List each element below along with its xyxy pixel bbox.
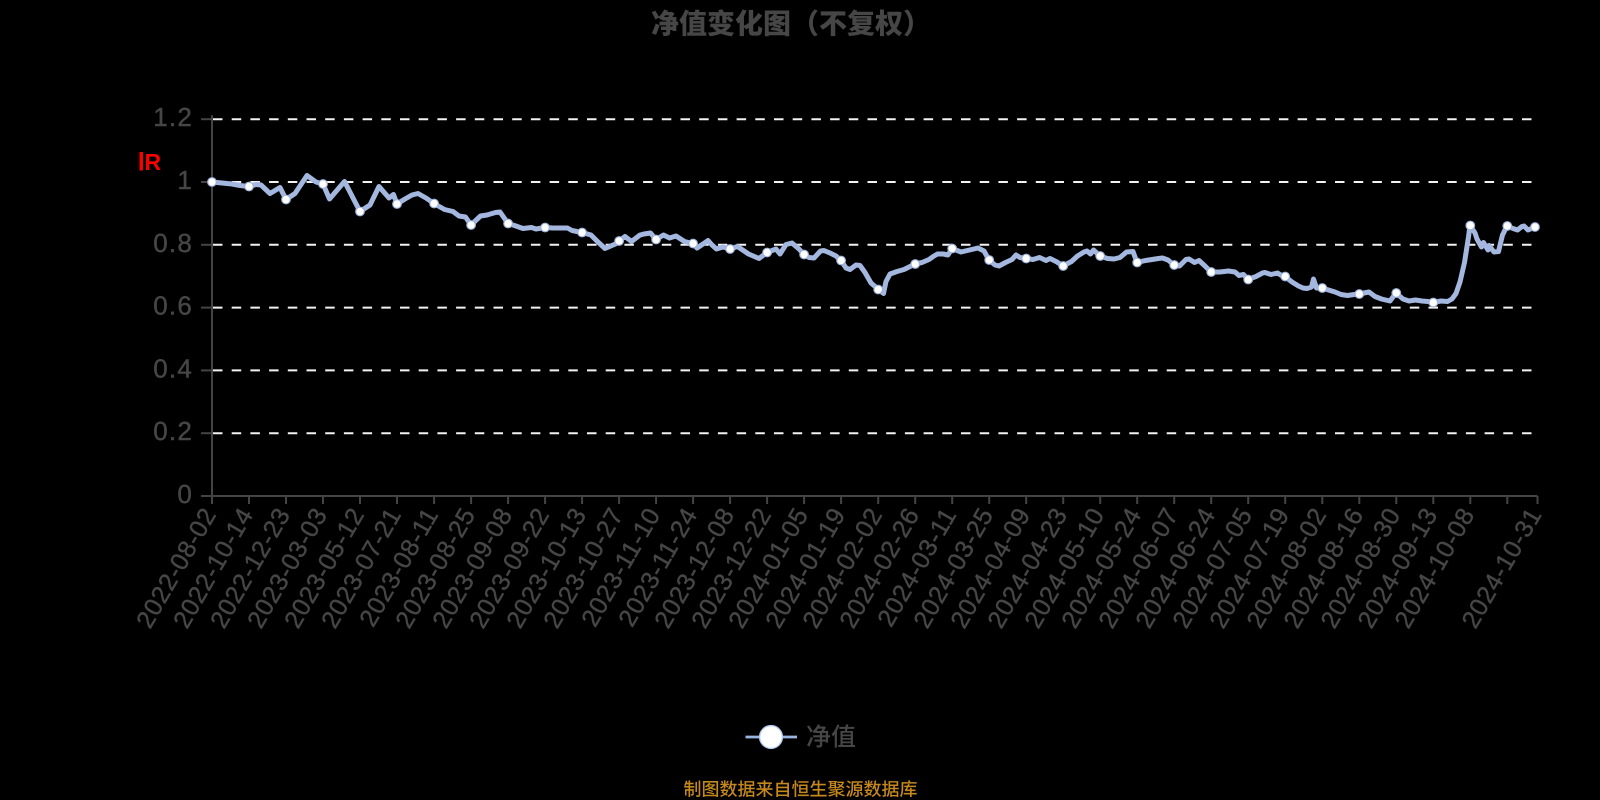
svg-text:0.4: 0.4 (153, 353, 193, 383)
svg-text:1: 1 (177, 165, 193, 195)
svg-text:1.2: 1.2 (153, 102, 193, 132)
svg-text:0.2: 0.2 (153, 416, 193, 446)
svg-text:0.6: 0.6 (153, 291, 193, 321)
svg-text:R: R (145, 149, 162, 175)
svg-text:0.8: 0.8 (153, 228, 193, 258)
svg-text:0: 0 (177, 479, 193, 509)
